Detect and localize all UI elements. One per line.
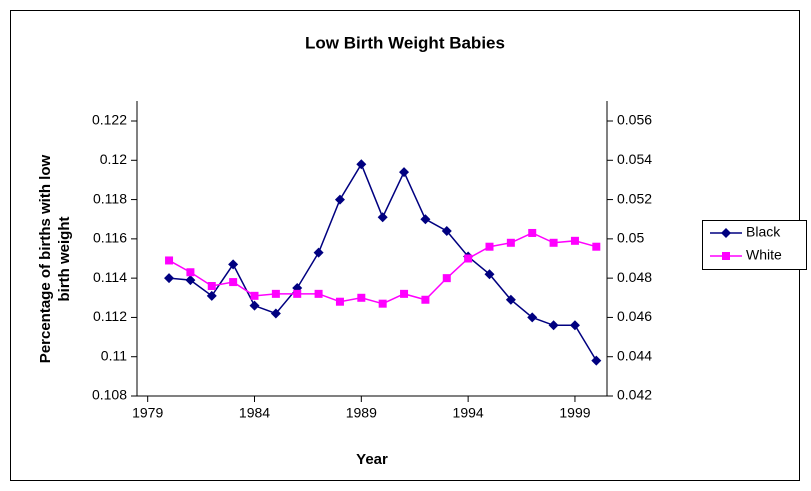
data-point bbox=[484, 269, 495, 280]
legend-marker bbox=[721, 228, 731, 238]
data-point bbox=[591, 355, 602, 366]
chart-frame bbox=[10, 10, 800, 481]
data-point bbox=[420, 214, 431, 225]
data-point bbox=[335, 297, 344, 306]
y-axis-label: Percentage of births with low birth weig… bbox=[37, 154, 73, 364]
data-point bbox=[528, 228, 537, 237]
data-point bbox=[356, 159, 367, 170]
data-point bbox=[313, 247, 324, 258]
y2-tick-label: 0.044 bbox=[617, 347, 652, 363]
data-point bbox=[505, 294, 516, 305]
y2-tick-label: 0.046 bbox=[617, 308, 652, 324]
chart-title: Low Birth Weight Babies bbox=[305, 33, 505, 52]
y-tick-label: 0.118 bbox=[93, 190, 127, 206]
data-point bbox=[527, 312, 538, 323]
data-point bbox=[485, 242, 494, 251]
data-point bbox=[442, 274, 451, 283]
y2-tick-label: 0.05 bbox=[617, 230, 644, 246]
data-point bbox=[592, 242, 601, 251]
data-point bbox=[207, 282, 216, 290]
data-point bbox=[314, 289, 323, 298]
data-point bbox=[164, 273, 175, 284]
data-point bbox=[506, 238, 515, 247]
data-point bbox=[270, 308, 281, 319]
data-point bbox=[421, 295, 430, 304]
y2-tick-label: 0.056 bbox=[617, 112, 652, 128]
y2-tick-label: 0.048 bbox=[617, 269, 652, 285]
data-point bbox=[249, 300, 260, 311]
y-tick-label: 0.122 bbox=[92, 112, 127, 128]
y-tick-label: 0.114 bbox=[93, 269, 127, 285]
x-tick-label: 1994 bbox=[453, 405, 484, 421]
legend-box bbox=[702, 220, 807, 270]
data-point bbox=[228, 259, 239, 270]
y2-tick-label: 0.052 bbox=[617, 190, 652, 206]
x-tick-label: 1989 bbox=[346, 405, 377, 421]
x-axis-label: Year bbox=[356, 451, 388, 468]
data-point bbox=[229, 278, 238, 287]
data-point bbox=[206, 290, 217, 301]
x-tick-label: 1984 bbox=[239, 405, 270, 421]
y-tick-label: 0.12 bbox=[100, 151, 127, 167]
data-point bbox=[441, 226, 452, 236]
x-tick-label: 1979 bbox=[132, 405, 163, 421]
data-point bbox=[357, 293, 366, 302]
data-point bbox=[378, 299, 387, 308]
data-point bbox=[400, 289, 409, 298]
data-point bbox=[570, 236, 579, 245]
data-point bbox=[185, 275, 196, 286]
y2-tick-label: 0.054 bbox=[617, 151, 652, 167]
x-tick-label: 1999 bbox=[559, 405, 590, 421]
data-point bbox=[271, 289, 280, 298]
y-tick-label: 0.11 bbox=[101, 347, 127, 363]
legend-label: Black bbox=[746, 224, 781, 240]
data-point bbox=[293, 289, 302, 298]
y-tick-label: 0.116 bbox=[93, 230, 127, 246]
data-point bbox=[186, 268, 195, 277]
data-point bbox=[165, 256, 174, 265]
data-point bbox=[464, 254, 473, 263]
y-tick-label: 0.108 bbox=[92, 387, 127, 403]
y2-tick-label: 0.042 bbox=[617, 387, 652, 403]
legend-marker bbox=[722, 252, 730, 260]
data-point bbox=[549, 238, 558, 247]
data-point bbox=[548, 320, 559, 331]
data-point bbox=[334, 194, 345, 205]
data-point bbox=[250, 291, 259, 300]
data-point bbox=[377, 212, 388, 223]
data-point bbox=[569, 320, 580, 331]
y-tick-label: 0.112 bbox=[93, 308, 127, 324]
legend-label: White bbox=[746, 247, 782, 263]
data-point bbox=[399, 167, 410, 178]
